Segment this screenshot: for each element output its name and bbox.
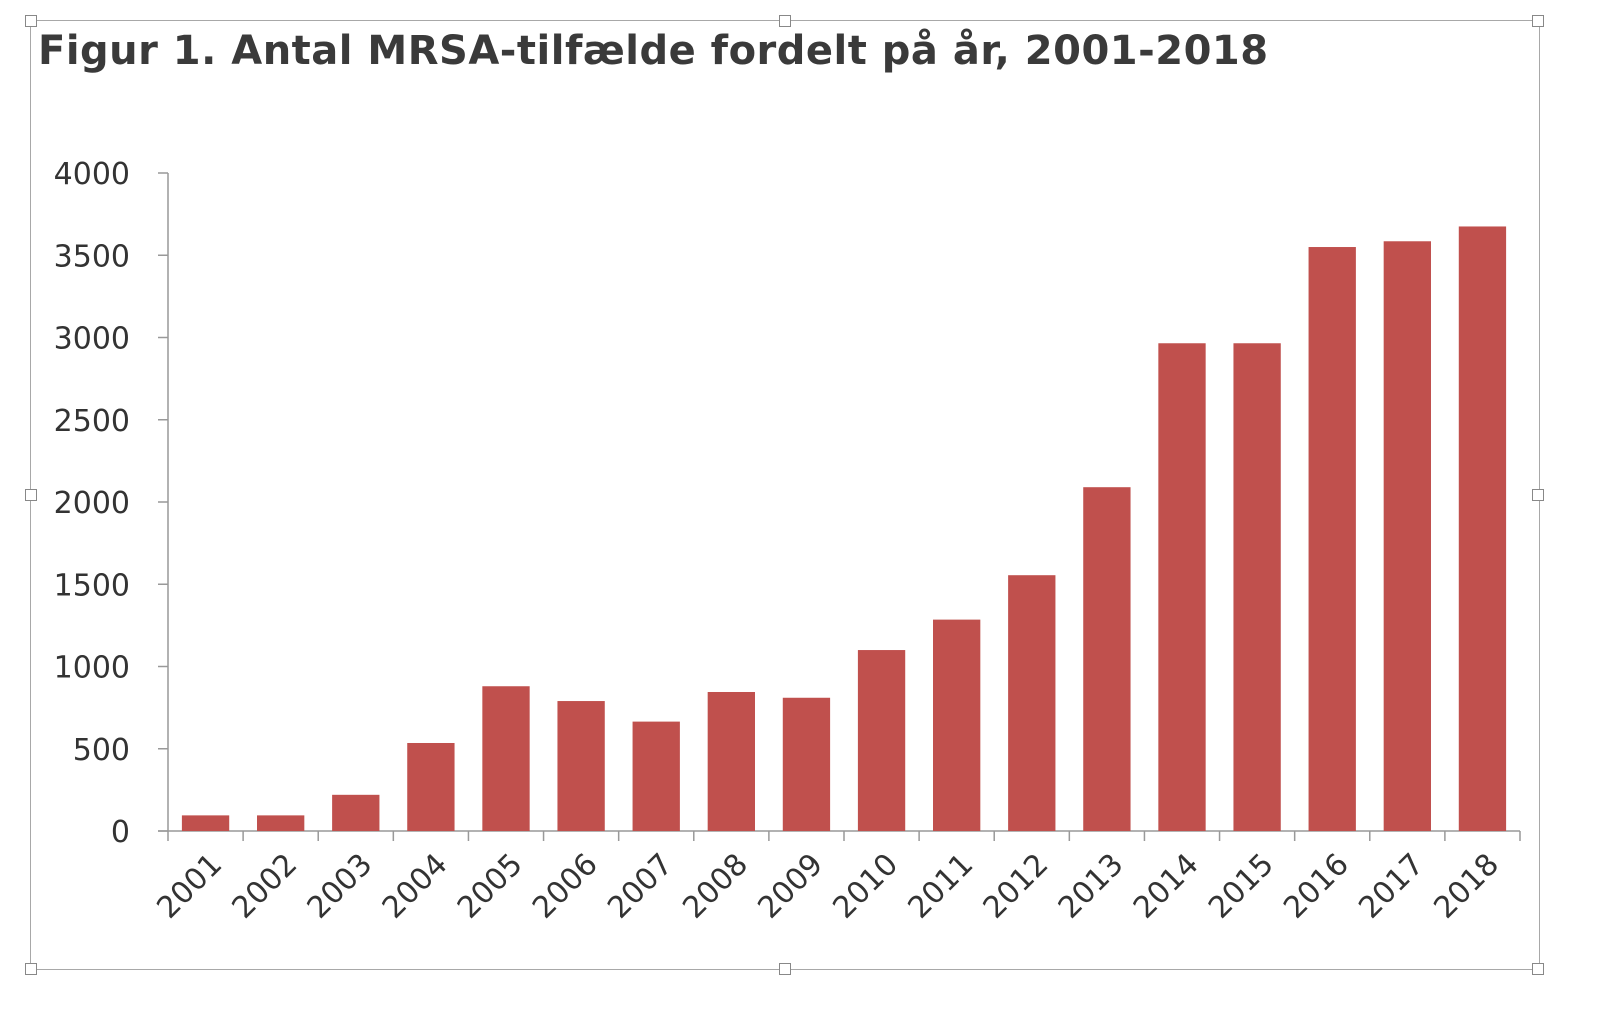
x-tick-label: 2010 (826, 847, 905, 926)
x-tick-label: 2011 (902, 847, 981, 926)
resize-handle[interactable] (1532, 963, 1544, 975)
resize-handle[interactable] (25, 15, 37, 27)
bar-2001 (181, 815, 230, 831)
bar-2010 (857, 650, 906, 831)
x-tick-label: 2005 (451, 847, 530, 926)
y-tick-label: 0 (111, 815, 130, 850)
bar-2016 (1308, 247, 1356, 831)
y-tick-label: 3500 (54, 239, 130, 274)
bar-2018 (1458, 226, 1507, 831)
y-tick-label: 500 (73, 733, 130, 768)
bar-2003 (332, 794, 380, 831)
x-tick-label: 2001 (150, 847, 229, 926)
x-tick-label: 2012 (977, 847, 1056, 926)
resize-handle[interactable] (779, 15, 791, 27)
bar-2008 (707, 691, 755, 831)
x-tick-label: 2014 (1127, 847, 1206, 926)
bar-2015 (1233, 343, 1281, 831)
y-tick-label: 4000 (54, 157, 130, 192)
y-tick-label: 2000 (54, 486, 130, 521)
resize-handle[interactable] (1532, 15, 1544, 27)
x-tick-label: 2018 (1427, 847, 1506, 926)
bar-2011 (933, 619, 981, 831)
x-tick-label: 2013 (1052, 847, 1131, 926)
y-tick-label: 1000 (54, 651, 130, 686)
bar-2009 (782, 697, 831, 831)
bar-2007 (632, 721, 680, 831)
bar-2013 (1083, 487, 1131, 831)
x-tick-label: 2007 (601, 847, 680, 926)
resize-handle[interactable] (25, 963, 37, 975)
chart-title: Figur 1. Antal MRSA-tilfælde fordelt på … (38, 28, 1269, 74)
resize-handle[interactable] (1532, 489, 1544, 501)
bar-2002 (257, 815, 305, 831)
y-tick-label: 2500 (54, 404, 130, 439)
y-tick-label: 3000 (54, 322, 130, 357)
x-tick-label: 2009 (751, 847, 830, 926)
bar-2012 (1008, 575, 1056, 831)
x-tick-label: 2017 (1352, 847, 1431, 926)
x-tick-label: 2008 (676, 847, 755, 926)
bar-2005 (482, 686, 530, 831)
x-tick-label: 2004 (376, 847, 455, 926)
resize-handle[interactable] (25, 489, 37, 501)
bar-2006 (557, 701, 605, 831)
bar-2004 (407, 742, 455, 831)
bar-2014 (1158, 343, 1206, 831)
bar-2017 (1383, 241, 1431, 831)
x-tick-label: 2003 (301, 847, 380, 926)
x-tick-label: 2002 (226, 847, 305, 926)
y-tick-label: 1500 (54, 568, 130, 603)
resize-handle[interactable] (779, 963, 791, 975)
x-tick-label: 2015 (1202, 847, 1281, 926)
x-tick-label: 2006 (526, 847, 605, 926)
x-tick-label: 2016 (1277, 847, 1356, 926)
